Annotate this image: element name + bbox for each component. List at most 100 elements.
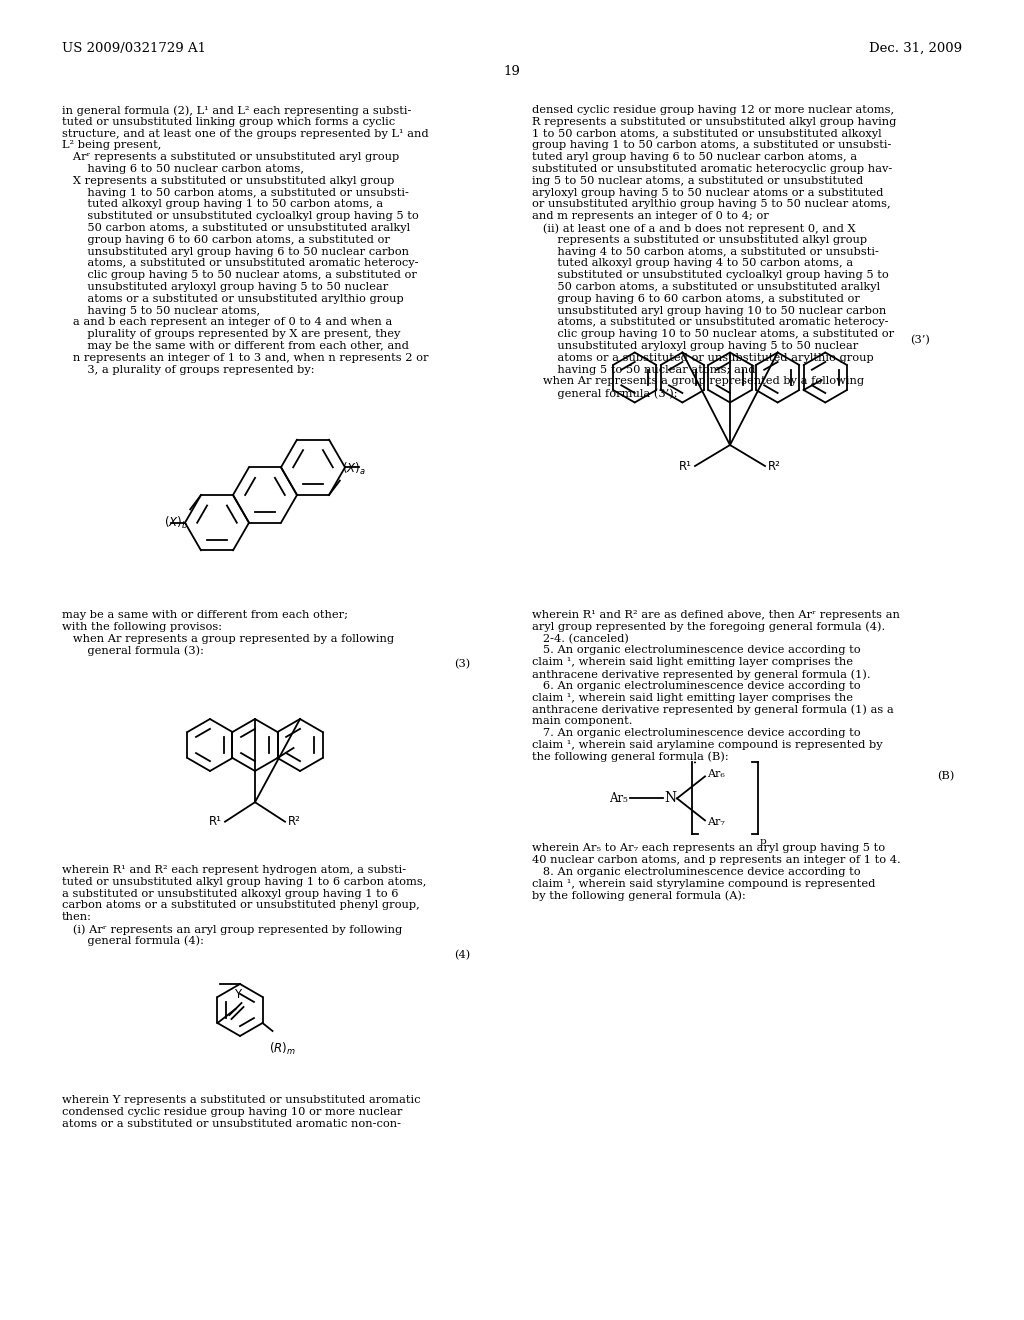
Text: tuted or unsubstituted alkyl group having 1 to 6 carbon atoms,: tuted or unsubstituted alkyl group havin…: [62, 876, 426, 887]
Text: (4): (4): [454, 949, 470, 960]
Text: aryloxyl group having 5 to 50 nuclear atoms or a substituted: aryloxyl group having 5 to 50 nuclear at…: [532, 187, 884, 198]
Text: clic group having 10 to 50 nuclear atoms, a substituted or: clic group having 10 to 50 nuclear atoms…: [532, 329, 894, 339]
Text: or unsubstituted arylthio group having 5 to 50 nuclear atoms,: or unsubstituted arylthio group having 5…: [532, 199, 891, 210]
Text: claim ¹, wherein said arylamine compound is represented by: claim ¹, wherein said arylamine compound…: [532, 739, 883, 750]
Text: group having 6 to 60 carbon atoms, a substituted or: group having 6 to 60 carbon atoms, a sub…: [62, 235, 390, 244]
Text: atoms or a substituted or unsubstituted aromatic non-con-: atoms or a substituted or unsubstituted …: [62, 1118, 401, 1129]
Text: $(X)_b$: $(X)_b$: [164, 515, 188, 531]
Text: 3, a plurality of groups represented by:: 3, a plurality of groups represented by:: [62, 364, 314, 375]
Text: atoms or a substituted or unsubstituted arylthio group: atoms or a substituted or unsubstituted …: [532, 352, 873, 363]
Text: US 2009/0321729 A1: US 2009/0321729 A1: [62, 42, 206, 55]
Text: general formula (3):: general formula (3):: [62, 645, 204, 656]
Text: may be a same with or different from each other;: may be a same with or different from eac…: [62, 610, 348, 620]
Text: a substituted or unsubstituted alkoxyl group having 1 to 6: a substituted or unsubstituted alkoxyl g…: [62, 888, 398, 899]
Text: then:: then:: [62, 912, 92, 923]
Text: (3): (3): [454, 659, 470, 669]
Text: when Ar represents a group represented by a following: when Ar represents a group represented b…: [532, 376, 864, 387]
Text: anthracene derivative represented by general formula (1) as a: anthracene derivative represented by gen…: [532, 705, 894, 715]
Text: substituted or unsubstituted cycloalkyl group having 5 to: substituted or unsubstituted cycloalkyl …: [62, 211, 419, 222]
Text: densed cyclic residue group having 12 or more nuclear atoms,: densed cyclic residue group having 12 or…: [532, 106, 894, 115]
Text: unsubstituted aryl group having 6 to 50 nuclear carbon: unsubstituted aryl group having 6 to 50 …: [62, 247, 409, 256]
Text: R¹: R¹: [209, 816, 222, 828]
Text: may be the same with or different from each other, and: may be the same with or different from e…: [62, 341, 409, 351]
Text: general formula (4):: general formula (4):: [62, 936, 204, 946]
Text: a and b each represent an integer of 0 to 4 and when a: a and b each represent an integer of 0 t…: [62, 317, 392, 327]
Text: (i) Arʳ represents an aryl group represented by following: (i) Arʳ represents an aryl group represe…: [62, 924, 402, 935]
Text: unsubstituted aryl group having 10 to 50 nuclear carbon: unsubstituted aryl group having 10 to 50…: [532, 306, 886, 315]
Text: structure, and at least one of the groups represented by L¹ and: structure, and at least one of the group…: [62, 128, 429, 139]
Text: represents a substituted or unsubstituted alkyl group: represents a substituted or unsubstitute…: [532, 235, 867, 244]
Text: having 5 to 50 nuclear atoms,: having 5 to 50 nuclear atoms,: [62, 306, 260, 315]
Text: ing 5 to 50 nuclear atoms, a substituted or unsubstituted: ing 5 to 50 nuclear atoms, a substituted…: [532, 176, 863, 186]
Text: unsubstituted aryloxyl group having 5 to 50 nuclear: unsubstituted aryloxyl group having 5 to…: [62, 282, 388, 292]
Text: tuted alkoxyl group having 4 to 50 carbon atoms, a: tuted alkoxyl group having 4 to 50 carbo…: [532, 259, 853, 268]
Text: main component.: main component.: [532, 717, 633, 726]
Text: in general formula (2), L¹ and L² each representing a substi-: in general formula (2), L¹ and L² each r…: [62, 106, 412, 116]
Text: and m represents an integer of 0 to 4; or: and m represents an integer of 0 to 4; o…: [532, 211, 769, 222]
Text: atoms or a substituted or unsubstituted arylthio group: atoms or a substituted or unsubstituted …: [62, 294, 403, 304]
Text: anthracene derivative represented by general formula (1).: anthracene derivative represented by gen…: [532, 669, 870, 680]
Text: L² being present,: L² being present,: [62, 140, 162, 150]
Text: substituted or unsubstituted cycloalkyl group having 5 to: substituted or unsubstituted cycloalkyl …: [532, 271, 889, 280]
Text: 19: 19: [504, 65, 520, 78]
Text: tuted or unsubstituted linking group which forms a cyclic: tuted or unsubstituted linking group whi…: [62, 116, 395, 127]
Text: wherein Ar₅ to Ar₇ each represents an aryl group having 5 to: wherein Ar₅ to Ar₇ each represents an ar…: [532, 843, 885, 854]
Text: having 5 to 50 nuclear atoms; and: having 5 to 50 nuclear atoms; and: [532, 364, 756, 375]
Text: with the following provisos:: with the following provisos:: [62, 622, 222, 632]
Text: having 1 to 50 carbon atoms, a substituted or unsubsti-: having 1 to 50 carbon atoms, a substitut…: [62, 187, 409, 198]
Text: tuted aryl group having 6 to 50 nuclear carbon atoms, a: tuted aryl group having 6 to 50 nuclear …: [532, 152, 857, 162]
Text: Ar₆: Ar₆: [707, 770, 725, 779]
Text: atoms, a substituted or unsubstituted aromatic heterocy-: atoms, a substituted or unsubstituted ar…: [532, 317, 889, 327]
Text: (3’): (3’): [910, 335, 930, 346]
Text: 40 nuclear carbon atoms, and p represents an integer of 1 to 4.: 40 nuclear carbon atoms, and p represent…: [532, 855, 901, 865]
Text: 50 carbon atoms, a substituted or unsubstituted aralkyl: 50 carbon atoms, a substituted or unsubs…: [62, 223, 411, 234]
Text: X represents a substituted or unsubstituted alkyl group: X represents a substituted or unsubstitu…: [62, 176, 394, 186]
Text: wherein R¹ and R² are as defined above, then Arʳ represents an: wherein R¹ and R² are as defined above, …: [532, 610, 900, 620]
Text: having 4 to 50 carbon atoms, a substituted or unsubsti-: having 4 to 50 carbon atoms, a substitut…: [532, 247, 879, 256]
Text: $(X)_a$: $(X)_a$: [342, 461, 366, 477]
Text: (B): (B): [938, 771, 955, 781]
Text: R²: R²: [288, 816, 301, 828]
Text: atoms, a substituted or unsubstituted aromatic heterocy-: atoms, a substituted or unsubstituted ar…: [62, 259, 419, 268]
Text: substituted or unsubstituted aromatic heterocyclic group hav-: substituted or unsubstituted aromatic he…: [532, 164, 892, 174]
Text: carbon atoms or a substituted or unsubstituted phenyl group,: carbon atoms or a substituted or unsubst…: [62, 900, 420, 911]
Text: 8. An organic electroluminescence device according to: 8. An organic electroluminescence device…: [532, 867, 860, 876]
Text: R²: R²: [768, 459, 781, 473]
Text: 1 to 50 carbon atoms, a substituted or unsubstituted alkoxyl: 1 to 50 carbon atoms, a substituted or u…: [532, 128, 882, 139]
Text: Y: Y: [233, 987, 241, 1001]
Text: Ar₇: Ar₇: [707, 817, 725, 828]
Text: claim ¹, wherein said styrylamine compound is represented: claim ¹, wherein said styrylamine compou…: [532, 879, 876, 888]
Text: aryl group represented by the foregoing general formula (4).: aryl group represented by the foregoing …: [532, 622, 886, 632]
Text: condensed cyclic residue group having 10 or more nuclear: condensed cyclic residue group having 10…: [62, 1106, 402, 1117]
Text: group having 1 to 50 carbon atoms, a substituted or unsubsti-: group having 1 to 50 carbon atoms, a sub…: [532, 140, 891, 150]
Text: group having 6 to 60 carbon atoms, a substituted or: group having 6 to 60 carbon atoms, a sub…: [532, 294, 860, 304]
Text: wherein R¹ and R² each represent hydrogen atom, a substi-: wherein R¹ and R² each represent hydroge…: [62, 865, 407, 875]
Text: claim ¹, wherein said light emitting layer comprises the: claim ¹, wherein said light emitting lay…: [532, 657, 853, 667]
Text: the following general formula (B):: the following general formula (B):: [532, 751, 729, 762]
Text: having 6 to 50 nuclear carbon atoms,: having 6 to 50 nuclear carbon atoms,: [62, 164, 304, 174]
Text: wherein Y represents a substituted or unsubstituted aromatic: wherein Y represents a substituted or un…: [62, 1096, 421, 1105]
Text: 7. An organic electroluminescence device according to: 7. An organic electroluminescence device…: [532, 729, 860, 738]
Text: 5. An organic electroluminescence device according to: 5. An organic electroluminescence device…: [532, 645, 860, 656]
Text: n represents an integer of 1 to 3 and, when n represents 2 or: n represents an integer of 1 to 3 and, w…: [62, 352, 428, 363]
Text: when Ar represents a group represented by a following: when Ar represents a group represented b…: [62, 634, 394, 644]
Text: by the following general formula (A):: by the following general formula (A):: [532, 891, 745, 902]
Text: tuted alkoxyl group having 1 to 50 carbon atoms, a: tuted alkoxyl group having 1 to 50 carbo…: [62, 199, 383, 210]
Text: p: p: [760, 837, 767, 846]
Text: N: N: [664, 792, 676, 805]
Text: $(R)_m$: $(R)_m$: [268, 1041, 296, 1057]
Text: unsubstituted aryloxyl group having 5 to 50 nuclear: unsubstituted aryloxyl group having 5 to…: [532, 341, 858, 351]
Text: 6. An organic electroluminescence device according to: 6. An organic electroluminescence device…: [532, 681, 860, 690]
Text: general formula (3’):: general formula (3’):: [532, 388, 678, 399]
Text: R¹: R¹: [679, 459, 692, 473]
Text: Ar₅: Ar₅: [609, 792, 628, 805]
Text: 2-4. (canceled): 2-4. (canceled): [532, 634, 629, 644]
Text: Arʳ represents a substituted or unsubstituted aryl group: Arʳ represents a substituted or unsubsti…: [62, 152, 399, 162]
Text: 50 carbon atoms, a substituted or unsubstituted aralkyl: 50 carbon atoms, a substituted or unsubs…: [532, 282, 880, 292]
Text: clic group having 5 to 50 nuclear atoms, a substituted or: clic group having 5 to 50 nuclear atoms,…: [62, 271, 417, 280]
Text: plurality of groups represented by X are present, they: plurality of groups represented by X are…: [62, 329, 400, 339]
Text: R represents a substituted or unsubstituted alkyl group having: R represents a substituted or unsubstitu…: [532, 116, 896, 127]
Text: Dec. 31, 2009: Dec. 31, 2009: [869, 42, 962, 55]
Text: claim ¹, wherein said light emitting layer comprises the: claim ¹, wherein said light emitting lay…: [532, 693, 853, 702]
Text: (ii) at least one of a and b does not represent 0, and X: (ii) at least one of a and b does not re…: [532, 223, 856, 234]
